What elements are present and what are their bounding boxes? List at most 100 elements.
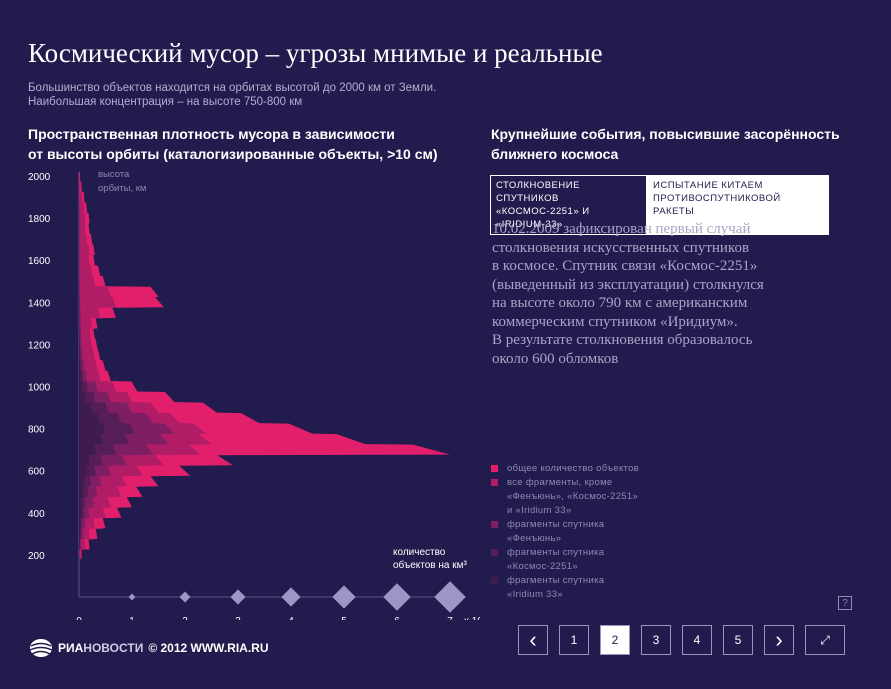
legend-swatch: [491, 479, 498, 486]
x-tick-label: 7: [447, 616, 453, 620]
legend-swatch: [491, 549, 498, 556]
description-line: столкновения искусственных спутников: [492, 239, 750, 256]
x-tick-label: 6: [394, 616, 400, 620]
events-heading: Крупнейшие события, повысившие засорённо…: [491, 124, 840, 164]
y-tick-label: 1400: [28, 298, 51, 309]
logo-novosti: НОВОСТИ: [83, 641, 144, 655]
event-tabs: Столкновение спутников «Космос-2251» и «…: [490, 175, 829, 235]
y-tick-label: 1200: [28, 340, 51, 351]
page-subtitle: Большинство объектов находится на орбита…: [28, 81, 436, 109]
tab-label: Столкновение спутников: [496, 180, 580, 204]
legend-label-line: общее количество объектов: [507, 463, 639, 474]
description-line: 10.02.2009 зафиксирован первый случай: [492, 221, 751, 237]
page-5-button[interactable]: 5: [723, 625, 753, 655]
page-4-button[interactable]: 4: [682, 625, 712, 655]
tab-label: противоспутниковой ракеты: [653, 193, 781, 217]
legend-label: фрагменты спутника «Космос-2251»: [507, 546, 604, 574]
help-button[interactable]: ?: [838, 596, 852, 610]
events-heading-line: ближнего космоса: [491, 146, 619, 162]
x-tick-diamond: [332, 585, 356, 609]
ria-globe-icon: [29, 639, 53, 657]
x-tick-label: 5: [341, 616, 347, 620]
x-tick-diamond: [434, 581, 466, 613]
description-line: коммерческим спутником «Иридиум».: [492, 313, 738, 330]
tab-chinese-asat-test[interactable]: Испытание Китаем противоспутниковой раке…: [647, 175, 829, 235]
y-axis-label: орбиты, км: [98, 183, 146, 194]
logo-ria: РИА: [58, 641, 84, 655]
subtitle-line: Наибольшая концентрация – на высоте 750-…: [28, 96, 303, 108]
tab-cosmos-iridium-collision[interactable]: Столкновение спутников «Космос-2251» и «…: [490, 175, 647, 235]
legend-label: фрагменты спутника «Фенъюнь»: [507, 518, 604, 546]
fullscreen-icon: ⤢: [820, 633, 830, 647]
x-tick-diamond: [383, 583, 411, 611]
series-area: [79, 171, 106, 560]
series-area: [79, 171, 175, 560]
legend-item: все фрагменты, кроме «Фенъюнь», «Космос-2…: [491, 476, 639, 518]
legend-swatch: [491, 577, 498, 584]
legend-label: общее количество объектов: [507, 462, 639, 476]
series-area: [79, 171, 135, 560]
y-tick-label: 1800: [28, 214, 51, 225]
subtitle-line: Большинство объектов находится на орбита…: [28, 82, 437, 94]
x-tick-diamond: [281, 587, 301, 607]
page-1-button[interactable]: 1: [559, 625, 589, 655]
series-area: [79, 171, 450, 560]
x-tick-label: 2: [182, 616, 188, 620]
chart-heading-line: от высоты орбиты (каталогизированные объ…: [28, 146, 438, 162]
description-line: около 600 обломков: [492, 350, 619, 367]
y-tick-label: 200: [28, 551, 45, 562]
legend-item: фрагменты спутника «Космос-2251»: [491, 546, 639, 574]
legend-label-line: «Космос-2251»: [507, 561, 578, 572]
legend-label-line: фрагменты спутника: [507, 519, 605, 530]
legend-item: фрагменты спутника «Фенъюнь»: [491, 518, 639, 546]
y-tick-label: 800: [28, 425, 45, 436]
events-heading-line: Крупнейшие события, повысившие засорённо…: [491, 126, 840, 142]
event-description: 10.02.2009 зафиксирован первый случай ст…: [492, 220, 822, 368]
page-3-button[interactable]: 3: [641, 625, 671, 655]
y-tick-label: 2000: [28, 172, 51, 183]
x-tick-diamond: [179, 591, 191, 603]
fullscreen-button[interactable]: ⤢: [805, 625, 845, 655]
next-button[interactable]: ›: [764, 625, 794, 655]
legend-label: фрагменты спутника «Iridium 33»: [507, 574, 604, 602]
legend-item: фрагменты спутника «Iridium 33»: [491, 574, 639, 602]
legend-swatch: [491, 521, 498, 528]
pagination: ‹ 1 2 3 4 5 › ⤢: [518, 625, 856, 655]
x-tick-diamond: [128, 593, 136, 601]
legend-item: общее количество объектов: [491, 462, 639, 476]
tab-label: Испытание Китаем: [653, 180, 763, 191]
description-line: В результате столкновения образовалось: [492, 332, 753, 348]
description-line: (выведенный из эксплуатации) столкнулся: [492, 276, 764, 293]
x-axis-label: количество: [393, 547, 446, 558]
x-unit-label: x 10⁻⁸: [464, 616, 480, 620]
legend-label-line: «Iridium 33»: [507, 589, 563, 600]
legend-label-line: и «Iridium 33»: [507, 505, 572, 516]
y-tick-label: 600: [28, 467, 45, 478]
x-tick-label: 1: [129, 616, 135, 620]
x-axis-label: объектов на км³: [393, 559, 467, 571]
description-line: на высоте около 790 км с американским: [492, 295, 748, 311]
description-line: в космосе. Спутник связи «Космос-2251»: [492, 258, 758, 274]
legend-label-line: «Фенъюнь», «Космос-2251»: [507, 491, 639, 502]
page-title: Космический мусор – угрозы мнимые и реал…: [28, 38, 603, 68]
chart-heading: Пространственная плотность мусора в зави…: [28, 124, 438, 164]
prev-button[interactable]: ‹: [518, 625, 548, 655]
x-tick-diamond: [230, 589, 246, 605]
legend-label-line: фрагменты спутника: [507, 575, 605, 586]
legend-label: все фрагменты, кроме «Фенъюнь», «Космос-2…: [507, 476, 638, 518]
tab-label: «Космос-2251» и «Iridium-33»: [496, 206, 590, 230]
copyright: © 2012 WWW.RIA.RU: [148, 641, 269, 655]
x-tick-label: 4: [288, 616, 294, 620]
chart-heading-line: Пространственная плотность мусора в зави…: [28, 126, 395, 142]
y-tick-label: 400: [28, 509, 45, 520]
page-2-button[interactable]: 2: [600, 625, 630, 655]
y-tick-label: 1600: [28, 256, 51, 267]
legend-label-line: фрагменты спутника: [507, 547, 605, 558]
legend-label-line: «Фенъюнь»: [507, 533, 562, 544]
y-axis-label: высота: [98, 169, 130, 180]
y-tick-label: 1000: [28, 383, 51, 394]
ria-novosti-logo: РИА НОВОСТИ © 2012 WWW.RIA.RU: [28, 638, 269, 658]
chart-legend: общее количество объектов все фрагменты, …: [491, 462, 639, 602]
x-tick-label: 0: [76, 616, 82, 620]
x-tick-label: 3: [235, 616, 241, 620]
